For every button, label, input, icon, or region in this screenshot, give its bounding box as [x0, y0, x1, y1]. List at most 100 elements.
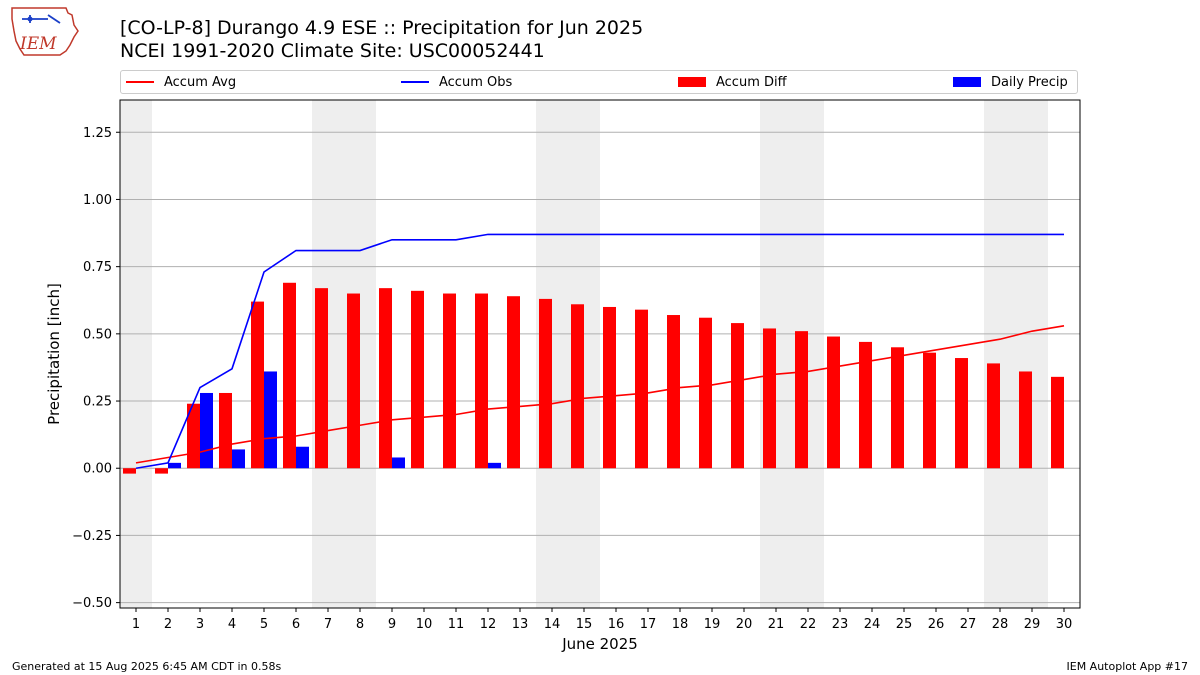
legend-label-accum-diff: Accum Diff [716, 74, 787, 90]
legend-label-accum-avg: Accum Avg [164, 74, 237, 90]
x-tick-label: 28 [992, 617, 1009, 632]
weekend-shade [120, 100, 152, 608]
x-tick-label: 10 [416, 617, 433, 632]
legend-item-accum-obs: Accum Obs [401, 73, 512, 91]
x-tick-label: 5 [260, 617, 268, 632]
accum-diff-bar [219, 392, 232, 469]
x-tick-label: 8 [356, 617, 364, 632]
accum-diff-bar [123, 468, 136, 474]
x-tick-label: 6 [292, 617, 300, 632]
accum-diff-bar [827, 336, 840, 469]
x-tick-label: 17 [640, 617, 657, 632]
accum-diff-bar [411, 290, 424, 469]
x-tick-label: 25 [896, 617, 913, 632]
chart-subtitle: NCEI 1991-2020 Climate Site: USC00052441 [120, 40, 545, 62]
x-tick-label: 9 [388, 617, 396, 632]
daily-precip-bar [488, 462, 501, 469]
x-tick-label: 12 [480, 617, 497, 632]
accum-diff-bar [891, 347, 904, 469]
x-tick-label: 22 [800, 617, 817, 632]
accum-diff-bar [155, 468, 168, 474]
logo-wordmark: IEM [19, 34, 57, 54]
accum-diff-bar [923, 352, 936, 469]
y-tick-label: −0.50 [72, 596, 112, 611]
x-tick-label: 2 [164, 617, 172, 632]
legend: Accum Avg Accum Obs Accum Diff Daily Pre… [120, 70, 1078, 94]
accum-diff-bar [475, 293, 488, 469]
x-tick-label: 26 [928, 617, 945, 632]
y-axis-label: Precipitation [inch] [45, 283, 63, 425]
x-tick-label: 23 [832, 617, 849, 632]
x-tick-label: 19 [704, 617, 721, 632]
accum-diff-bar [251, 301, 264, 469]
x-tick-label: 3 [196, 617, 204, 632]
y-tick-label: 0.50 [83, 327, 112, 342]
x-tick-label: 20 [736, 617, 753, 632]
plot-frame [119, 99, 1081, 609]
weekend-shade [984, 100, 1016, 608]
y-tick-label: 1.25 [83, 126, 112, 141]
weekend-shade [1016, 100, 1048, 608]
app-footer: IEM Autoplot App #17 [1066, 660, 1189, 673]
x-tick-label: 4 [228, 617, 236, 632]
y-tick-label: −0.25 [72, 529, 112, 544]
accum-diff-bar [795, 331, 808, 469]
legend-swatch-accum-avg [126, 81, 154, 83]
accum-diff-bar [667, 315, 680, 469]
x-tick-label: 1 [132, 617, 140, 632]
y-tick-label: 0.00 [83, 462, 112, 477]
accum-diff-bar [379, 288, 392, 469]
daily-precip-bar [200, 392, 213, 469]
legend-item-accum-avg: Accum Avg [126, 73, 236, 91]
x-tick-label: 21 [768, 617, 785, 632]
legend-swatch-daily-precip [953, 77, 981, 87]
daily-precip-bar [296, 446, 309, 469]
x-tick-label: 15 [576, 617, 593, 632]
x-tick-label: 24 [864, 617, 881, 632]
daily-precip-bar [232, 449, 245, 469]
x-tick-label: 7 [324, 617, 332, 632]
legend-label-accum-obs: Accum Obs [439, 74, 513, 90]
accum-obs-line [135, 233, 1064, 470]
x-tick-label: 30 [1056, 617, 1073, 632]
accum-diff-bar [1019, 371, 1032, 469]
y-tick-label: 0.75 [83, 260, 112, 275]
x-tick-label: 29 [1024, 617, 1041, 632]
accum-avg-line [135, 324, 1065, 464]
accum-diff-bar [763, 328, 776, 469]
x-tick-label: 27 [960, 617, 977, 632]
daily-precip-bar [264, 371, 277, 469]
x-tick-label: 11 [448, 617, 465, 632]
accum-diff-bar [443, 293, 456, 469]
x-tick-label: 16 [608, 617, 625, 632]
accum-diff-bar [571, 304, 584, 469]
y-tick-label: 0.25 [83, 395, 112, 410]
legend-label-daily-precip: Daily Precip [991, 74, 1068, 90]
accum-diff-bar [283, 282, 296, 469]
legend-swatch-accum-diff [678, 77, 706, 87]
accum-diff-bar [987, 363, 1000, 469]
generated-footer: Generated at 15 Aug 2025 6:45 AM CDT in … [12, 660, 282, 673]
accum-diff-bar [347, 293, 360, 469]
accum-diff-bar [507, 296, 520, 469]
accum-diff-bar [731, 323, 744, 469]
y-tick-label: 1.00 [83, 193, 112, 208]
accum-diff-bar [955, 358, 968, 469]
daily-precip-bar [168, 462, 181, 469]
chart-title: [CO-LP-8] Durango 4.9 ESE :: Precipitati… [120, 17, 644, 39]
legend-swatch-accum-obs [401, 81, 429, 83]
legend-item-accum-diff: Accum Diff [678, 73, 787, 91]
x-axis-label: June 2025 [561, 635, 638, 653]
accum-diff-bar [603, 306, 616, 469]
accum-diff-bar [699, 317, 712, 469]
iem-logo: IEM [8, 5, 80, 60]
x-tick-label: 14 [544, 617, 561, 632]
daily-precip-bar [392, 457, 405, 469]
accum-diff-bar [1051, 376, 1064, 469]
x-tick-label: 13 [512, 617, 529, 632]
accum-diff-bar [539, 298, 552, 469]
legend-item-daily-precip: Daily Precip [953, 73, 1068, 91]
x-tick-label: 18 [672, 617, 689, 632]
accum-diff-bar [315, 288, 328, 469]
